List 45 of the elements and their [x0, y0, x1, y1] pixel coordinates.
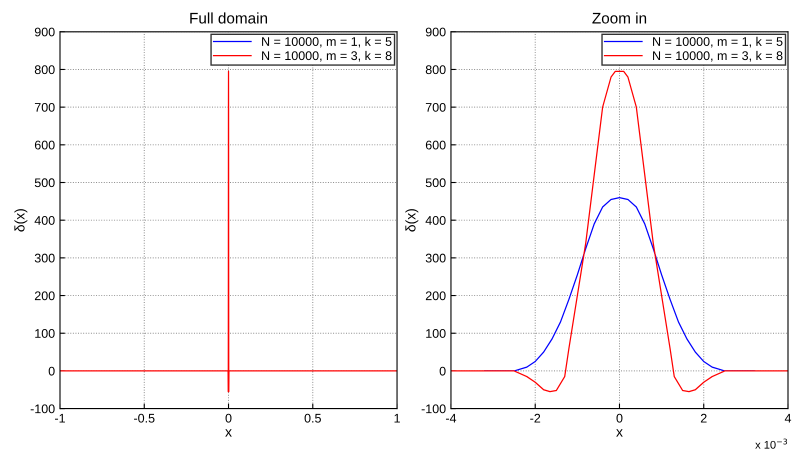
x-tick-label: 0: [226, 414, 232, 423]
x-tick-label: -4: [446, 414, 456, 423]
legend-label: N = 10000, m = 3, k = 8: [262, 50, 392, 62]
y-tick-label: 100: [35, 329, 55, 338]
y-tick-label: 500: [426, 178, 446, 188]
line-series: [60, 70, 398, 392]
y-tick-label: 600: [34, 140, 55, 150]
x-tick-label: 2: [700, 414, 707, 423]
x-tick-label: 4: [784, 414, 792, 423]
y-axis-title: δ(x): [405, 209, 418, 232]
y-tick-label: -100: [30, 404, 55, 414]
x-tick-label: -0.5: [134, 414, 155, 423]
x-tick-label: 0: [616, 414, 622, 423]
y-tick-label: 700: [34, 102, 55, 112]
y-tick-label: 900: [426, 28, 446, 36]
y-tick-label: 800: [426, 65, 446, 74]
y-tick-label: 600: [426, 140, 446, 150]
x-axis-title: x: [225, 429, 232, 437]
y-tick-label: 500: [34, 178, 55, 188]
y-tick-label: 700: [426, 102, 446, 112]
y-tick-label: -100: [422, 404, 446, 414]
x-tick-label: 0.5: [304, 414, 321, 423]
y-axis-title: δ(x): [14, 209, 28, 232]
y-tick-label: 0: [48, 366, 55, 376]
legend-label: N = 10000, m = 1, k = 5: [653, 36, 782, 48]
legend-label: N = 10000, m = 1, k = 5: [262, 36, 392, 48]
text: x 10$^{−3}$: [755, 438, 788, 449]
y-tick-label: 400: [34, 216, 55, 225]
x-tick-label: -1: [55, 414, 65, 423]
y-tick-label: 200: [34, 291, 55, 300]
x-tick-label: -2: [530, 414, 540, 423]
legend-label: N = 10000, m = 3, k = 8: [653, 50, 782, 62]
chart-title: Zoom in: [592, 12, 646, 24]
x-axis-title: x: [616, 429, 623, 437]
y-tick-label: 0: [440, 366, 446, 376]
y-tick-label: 200: [426, 291, 446, 300]
x-tick-label: 1: [394, 414, 400, 423]
y-tick-label: 400: [426, 216, 446, 225]
y-tick-label: 300: [426, 254, 446, 263]
y-tick-label: 800: [34, 65, 55, 74]
y-tick-label: 900: [34, 28, 55, 36]
line-series: [450, 70, 788, 392]
chart-title: Full domain: [190, 12, 268, 24]
y-tick-label: 100: [426, 329, 446, 338]
y-tick-label: 300: [34, 254, 55, 263]
